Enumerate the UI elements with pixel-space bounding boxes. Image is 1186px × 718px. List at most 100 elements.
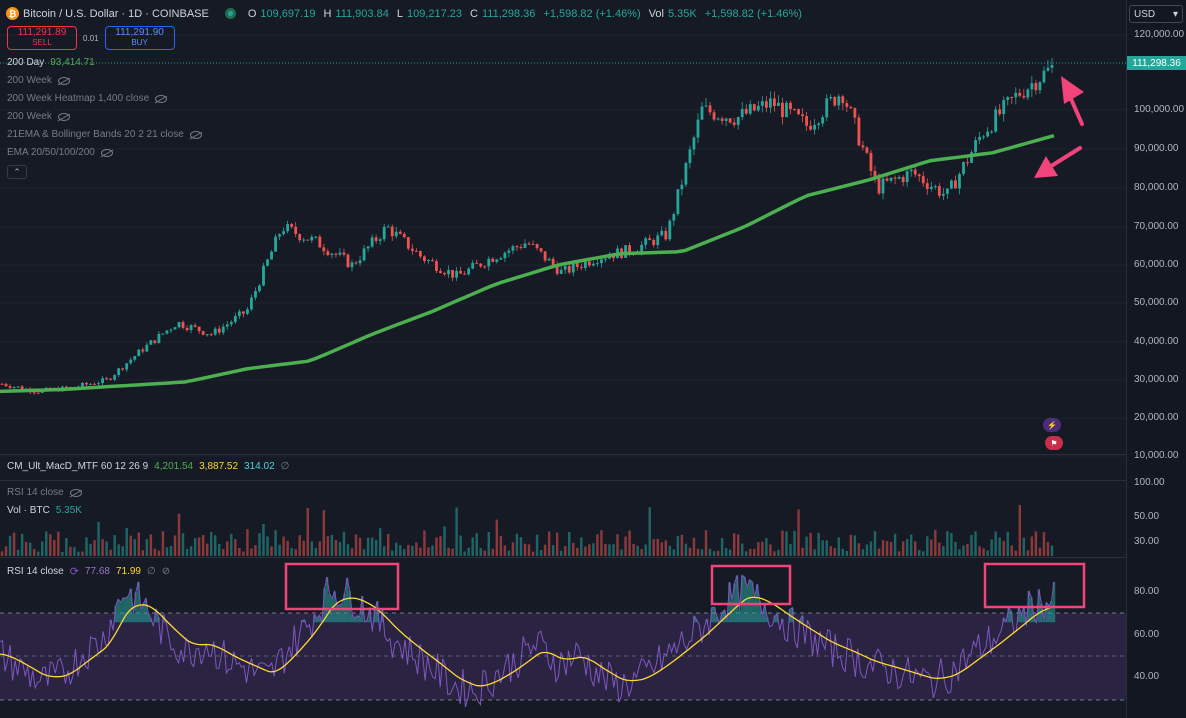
currency-select[interactable]: USD ▾ <box>1129 5 1183 23</box>
candle-body <box>821 117 825 124</box>
candle-body <box>688 149 692 164</box>
candle-body <box>612 255 615 259</box>
indicator-heatmap[interactable]: 200 Week Heatmap 1,400 close <box>7 93 168 104</box>
volume-bar <box>149 534 153 556</box>
candle-body <box>262 265 265 286</box>
eye-hidden-icon[interactable] <box>69 488 82 497</box>
market-status-icon[interactable] <box>224 8 236 19</box>
candle-body <box>748 104 752 114</box>
candle-body <box>720 118 724 121</box>
candle-body <box>809 125 813 130</box>
candle-body <box>310 236 314 241</box>
volume-bar <box>177 513 181 556</box>
candle-body <box>624 245 627 258</box>
candle-body <box>358 260 362 264</box>
candle-body <box>950 180 953 189</box>
candle-body <box>813 124 817 130</box>
rsi-ma-line <box>0 596 1055 687</box>
collapse-legend-button[interactable]: ⌃ <box>7 165 27 179</box>
candle-body <box>668 220 672 240</box>
eye-hidden-icon[interactable] <box>57 76 70 85</box>
candle-body <box>503 252 507 259</box>
volume-bar <box>1002 540 1005 556</box>
rsi-symbol-2: ⊘ <box>161 566 171 577</box>
indicator-200week-b[interactable]: 200 Week <box>7 111 70 122</box>
volume-bar <box>1014 550 1017 556</box>
candle-body <box>958 174 961 189</box>
volume-bar <box>1030 536 1034 556</box>
volume-tick: 50.00 <box>1134 511 1160 522</box>
volume-bar <box>909 534 913 556</box>
candle-body <box>974 140 977 153</box>
candle-body <box>539 248 543 252</box>
eye-hidden-icon[interactable] <box>57 112 70 121</box>
volume-bar <box>266 536 269 556</box>
candle-body <box>109 378 113 380</box>
volume-bar <box>523 543 527 556</box>
volume-bar <box>777 549 780 556</box>
flag-icon[interactable]: ⚑ <box>1045 436 1063 450</box>
lightning-icon[interactable]: ⚡ <box>1043 418 1061 432</box>
price-axis[interactable] <box>1126 0 1186 718</box>
eye-hidden-icon[interactable] <box>189 130 202 139</box>
candle-body <box>990 131 994 133</box>
candle-body <box>258 285 261 291</box>
change-value: +1,598.82 (+1.46%) <box>543 7 641 20</box>
highlight-box-2 <box>710 564 792 606</box>
volume-bar <box>648 507 651 556</box>
volume-bar <box>568 532 571 556</box>
volume-bar <box>1018 505 1022 556</box>
candle-body <box>507 250 511 253</box>
candle-body <box>467 268 471 275</box>
volume-bar <box>250 548 253 556</box>
candle-body <box>732 122 736 125</box>
symbol-title[interactable]: Bitcoin / U.S. Dollar · 1D · COINBASE <box>23 7 209 20</box>
buy-button[interactable]: 111,291.90 BUY <box>104 26 175 50</box>
candle-body <box>744 108 748 114</box>
volume-bar <box>169 545 173 556</box>
rsi-hidden-legend[interactable]: RSI 14 close <box>7 487 82 498</box>
volume-bar <box>387 534 390 556</box>
volume-bar <box>821 540 824 556</box>
candle-body <box>881 178 885 194</box>
candle-body <box>370 237 374 247</box>
volume-legend[interactable]: Vol · BTC 5.35K <box>7 505 82 516</box>
indicator-ema-multi[interactable]: EMA 20/50/100/200 <box>7 147 113 158</box>
eye-hidden-icon[interactable] <box>100 148 113 157</box>
volume-bar <box>535 534 539 556</box>
candle-body <box>712 112 716 120</box>
symbol-header: ₿ Bitcoin / U.S. Dollar · 1D · COINBASE … <box>6 7 806 20</box>
eye-hidden-icon[interactable] <box>155 94 168 103</box>
indicator-200week-a[interactable]: 200 Week <box>7 75 70 86</box>
rsi-legend[interactable]: RSI 14 close ⟳ 77.68 71.99 ∅ ⊘ <box>7 565 170 578</box>
candle-body <box>0 383 4 385</box>
pane-separator[interactable] <box>0 454 1126 455</box>
volume-bar <box>415 542 418 556</box>
candle-body <box>20 386 24 390</box>
rsi-refresh-icon[interactable]: ⟳ <box>69 566 79 578</box>
candle-body <box>414 250 418 252</box>
volume-bar <box>16 549 20 556</box>
candle-body <box>704 105 708 107</box>
volume-bar <box>230 533 233 556</box>
candle-body <box>817 123 821 125</box>
volume-bar <box>53 540 56 556</box>
candle-body <box>85 382 88 385</box>
candle-body <box>125 363 129 370</box>
pane-separator[interactable] <box>0 557 1126 558</box>
volume-bar <box>809 532 812 556</box>
indicator-ma200[interactable]: 200 Day 93,414.71 <box>7 57 95 68</box>
candle-body <box>205 334 209 336</box>
volume-bar <box>555 532 559 556</box>
candle-body <box>318 236 322 248</box>
volume-bar <box>503 545 507 556</box>
candle-body <box>137 349 141 357</box>
indicator-ema-bb[interactable]: 21EMA & Bollinger Bands 20 2 21 close <box>7 129 202 140</box>
volume-bar <box>994 531 997 556</box>
pane-separator[interactable] <box>0 480 1126 481</box>
chart-area[interactable] <box>0 0 1126 718</box>
candle-body <box>161 333 165 335</box>
candle-body <box>929 186 933 189</box>
sell-button[interactable]: 111,291.89 SELL <box>7 26 77 50</box>
macd-legend[interactable]: CM_Ult_MacD_MTF 60 12 26 9 4,201.54 3,88… <box>7 461 289 472</box>
